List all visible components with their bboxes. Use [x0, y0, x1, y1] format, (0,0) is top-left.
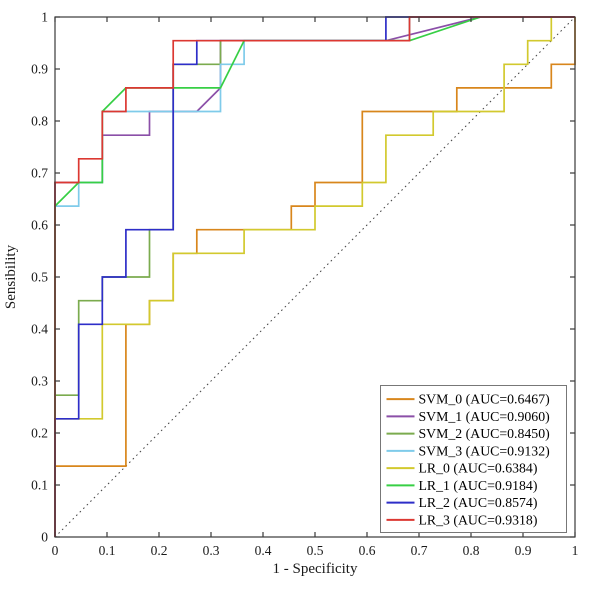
x-tick-label: 0.3 — [203, 543, 220, 558]
x-tick-label: 0 — [52, 543, 59, 558]
x-tick-label: 0.7 — [411, 543, 428, 558]
y-tick-label: 0.7 — [31, 166, 48, 181]
y-axis-label: Sensibility — [3, 244, 19, 309]
x-tick-label: 0.4 — [255, 543, 272, 558]
legend-entry-SVM_1: SVM_1 (AUC=0.9060) — [419, 409, 550, 425]
y-tick-label: 0.5 — [31, 270, 48, 285]
roc-curve-LR_3 — [54, 16, 575, 537]
y-tick-label: 0.8 — [31, 114, 48, 129]
x-tick-label: 1 — [572, 543, 579, 558]
y-tick-label: 0.9 — [31, 62, 48, 77]
legend-entry-LR_1: LR_1 (AUC=0.9184) — [419, 478, 538, 494]
legend-box — [380, 385, 567, 533]
y-tick-label: 0.4 — [31, 322, 48, 337]
y-tick-label: 0 — [41, 530, 48, 545]
y-tick-label: 0.2 — [31, 426, 48, 441]
y-tick-label: 0.6 — [31, 218, 48, 233]
y-tick-label: 0.1 — [31, 478, 48, 493]
x-tick-label: 0.5 — [307, 543, 324, 558]
x-tick-label: 0.9 — [515, 543, 532, 558]
x-tick-label: 0.8 — [463, 543, 480, 558]
legend-entry-LR_2: LR_2 (AUC=0.8574) — [419, 495, 538, 511]
legend-entry-LR_3: LR_3 (AUC=0.9318) — [419, 512, 538, 528]
legend-entry-SVM_0: SVM_0 (AUC=0.6467) — [419, 392, 550, 408]
x-tick-label: 0.6 — [359, 543, 376, 558]
x-tick-label: 0.1 — [99, 543, 116, 558]
legend-entry-LR_0: LR_0 (AUC=0.6384) — [419, 461, 538, 477]
legend-entry-SVM_2: SVM_2 (AUC=0.8450) — [419, 426, 550, 442]
legend-entry-SVM_3: SVM_3 (AUC=0.9132) — [419, 443, 550, 459]
y-tick-label: 0.3 — [31, 374, 48, 389]
y-tick-label: 1 — [41, 10, 48, 25]
x-axis-label: 1 - Specificity — [273, 561, 358, 577]
roc-curve-LR_0 — [54, 16, 575, 537]
x-tick-label: 0.2 — [151, 543, 168, 558]
